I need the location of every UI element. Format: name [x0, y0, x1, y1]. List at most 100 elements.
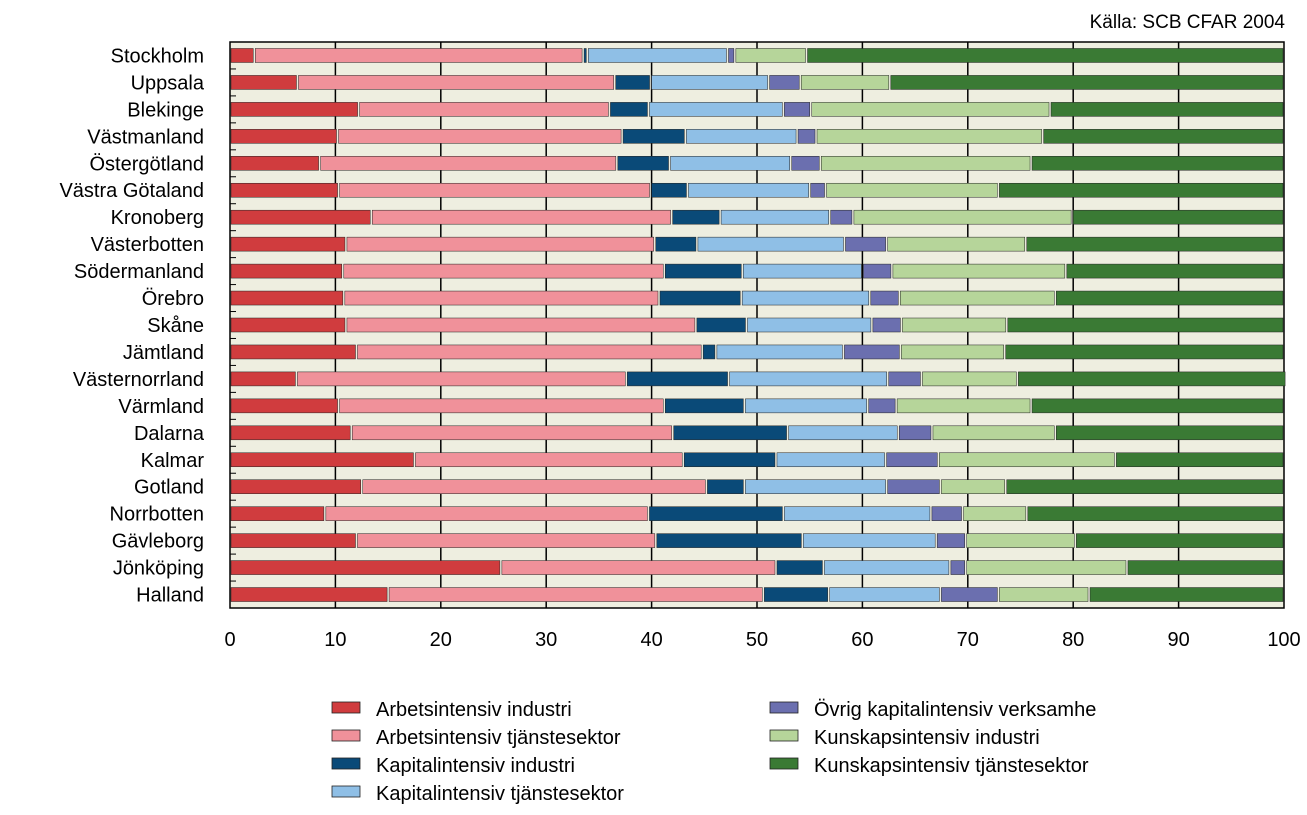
- bar-segment: [362, 479, 706, 494]
- bar-segment: [729, 371, 887, 387]
- category-label: Blekinge: [127, 99, 204, 121]
- category-label: Kronoberg: [111, 207, 204, 229]
- bar-segment: [371, 209, 671, 225]
- bar-segment: [702, 344, 716, 360]
- bar-segment: [820, 156, 1031, 171]
- category-label: Västerbotten: [91, 234, 204, 256]
- bar-segment: [735, 48, 806, 63]
- legend-swatch: [331, 785, 361, 798]
- bar-segment: [844, 344, 900, 360]
- bar-segment: [688, 182, 809, 198]
- bar-segment: [853, 209, 1072, 225]
- category-label: Östergötland: [89, 153, 204, 175]
- bar-segment: [346, 236, 655, 252]
- bar-segment: [939, 452, 1115, 468]
- bar-segment: [230, 102, 358, 117]
- x-tick-label: 50: [746, 629, 768, 651]
- category-label: Västmanland: [87, 126, 204, 148]
- bar-segment: [664, 398, 744, 414]
- bar-segment: [888, 371, 921, 387]
- bar-segment: [741, 290, 870, 306]
- bar-segment: [230, 317, 346, 333]
- x-tick-label: 30: [535, 629, 557, 651]
- bar-segment: [664, 263, 742, 279]
- bar-segment: [230, 209, 371, 225]
- bar-segment: [230, 587, 388, 602]
- bar-segment: [230, 290, 344, 306]
- bar-segment: [931, 506, 962, 521]
- bar-segment: [791, 156, 820, 171]
- bar-segment: [230, 560, 501, 575]
- bar-segment: [1005, 344, 1284, 360]
- bar-segment: [788, 425, 898, 441]
- bar-segment: [627, 371, 728, 387]
- bar-segment: [1018, 371, 1286, 387]
- bar-segment: [651, 182, 687, 198]
- bar-segment: [615, 75, 650, 90]
- bar-segment: [868, 398, 896, 414]
- bar-segment: [610, 102, 648, 117]
- bar-segment: [963, 506, 1027, 521]
- bar-segment: [950, 560, 965, 575]
- bar-segment: [1076, 533, 1284, 548]
- bar-segment: [742, 263, 862, 279]
- bar-segment: [359, 102, 609, 117]
- bar-segment: [696, 317, 746, 333]
- legend-label: Övrig kapitalintensiv verksamhe: [814, 699, 1096, 721]
- bar-segment: [325, 506, 648, 521]
- bar-segment: [230, 75, 297, 90]
- bar-segment: [886, 452, 938, 468]
- bar-segment: [649, 506, 783, 521]
- bar-segment: [230, 156, 319, 171]
- bar-segment: [776, 452, 885, 468]
- bar-segment: [501, 560, 776, 575]
- bar-segment: [298, 75, 614, 90]
- bar-segment: [230, 425, 351, 441]
- bar-segment: [966, 560, 1127, 575]
- bar-segment: [254, 48, 583, 63]
- bar-segment: [902, 317, 1007, 333]
- bar-segment: [655, 236, 697, 252]
- bar-segment: [863, 263, 892, 279]
- bar-segment: [659, 290, 741, 306]
- bar-segment: [745, 398, 867, 414]
- bar-segment: [898, 425, 932, 441]
- bar-segment: [922, 371, 1017, 387]
- bar-segment: [887, 236, 1026, 252]
- bar-segment: [230, 452, 414, 468]
- bar-segment: [357, 344, 702, 360]
- bar-segment: [230, 182, 338, 198]
- bar-segment: [845, 236, 886, 252]
- bar-segment: [670, 156, 790, 171]
- bar-segment: [622, 129, 685, 144]
- bar-segment: [1066, 263, 1284, 279]
- bar-segment: [784, 102, 811, 117]
- bar-segment: [617, 156, 669, 171]
- bar-segment: [966, 533, 1075, 548]
- bar-segment: [1031, 398, 1284, 414]
- bar-segment: [797, 129, 816, 144]
- bar-segment: [901, 344, 1004, 360]
- bar-segment: [707, 479, 744, 494]
- bar-segment: [297, 371, 626, 387]
- bar-segment: [346, 317, 696, 333]
- bar-segment: [683, 452, 776, 468]
- bar-segment: [824, 560, 950, 575]
- bar-segment: [890, 75, 1284, 90]
- bar-segment: [338, 129, 622, 144]
- category-label: Uppsala: [131, 72, 205, 94]
- bar-segment: [1127, 560, 1284, 575]
- legend-label: Arbetsintensiv industri: [376, 699, 572, 721]
- bar-segment: [1026, 236, 1284, 252]
- legend-label: Kunskapsintensiv industri: [814, 727, 1040, 749]
- bar-segment: [672, 209, 720, 225]
- legend-swatch: [331, 729, 361, 742]
- bar-segment: [776, 560, 823, 575]
- bar-segment: [1006, 479, 1284, 494]
- bar-segment: [583, 48, 587, 63]
- bar-segment: [344, 290, 659, 306]
- bar-segment: [320, 156, 617, 171]
- bar-segment: [999, 182, 1284, 198]
- bar-segment: [1089, 587, 1284, 602]
- legend-label: Kapitalintensiv tjänstesektor: [376, 783, 624, 805]
